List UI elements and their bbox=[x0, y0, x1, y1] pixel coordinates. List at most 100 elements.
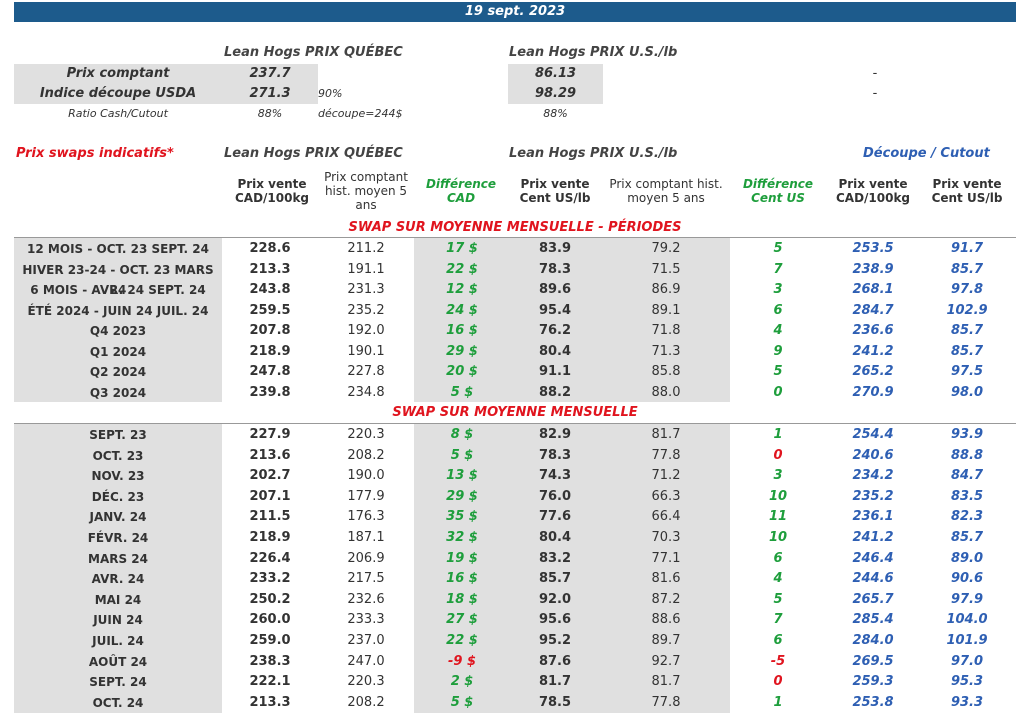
row-label: 6 MOIS - AVR. 24 SEPT. 24 bbox=[30, 283, 206, 297]
row-cutout-cad: 268.1 bbox=[852, 282, 894, 297]
row-cad-diff: 5 $ bbox=[450, 447, 474, 463]
row-us-price: 82.9 bbox=[538, 427, 572, 442]
spot-row-us: 88% bbox=[543, 107, 568, 120]
row-us-hist: 89.1 bbox=[651, 302, 681, 318]
row-label: Q4 2023 bbox=[89, 324, 147, 338]
row-cad-hist: 220.3 bbox=[347, 674, 385, 690]
row-label: Q3 2024 bbox=[89, 385, 147, 400]
row-cad-price: 207.8 bbox=[249, 323, 291, 338]
row-cutout-us: 82.3 bbox=[950, 509, 984, 525]
row-cutout-us: 93.3 bbox=[950, 694, 984, 710]
row-cutout-cad: 259.3 bbox=[852, 674, 894, 690]
row-cutout-us: 97.9 bbox=[950, 591, 984, 607]
row-cad-price: 259.5 bbox=[249, 302, 291, 318]
row-cad-diff: 8 $ bbox=[450, 427, 474, 442]
row-cad-diff: 35 $ bbox=[446, 509, 478, 525]
section-monthly-title: SWAP SUR MOYENNE MENSUELLE bbox=[392, 405, 638, 420]
row-us-price: 85.7 bbox=[538, 571, 572, 587]
row-us-hist: 71.8 bbox=[651, 323, 681, 338]
row-cutout-cad: 246.4 bbox=[852, 550, 894, 566]
row-us-price: 91.1 bbox=[538, 364, 572, 379]
row-cad-hist: 220.3 bbox=[347, 427, 385, 442]
row-cad-diff: 32 $ bbox=[446, 530, 478, 545]
section-periods-title: SWAP SUR MOYENNE MENSUELLE - PÉRIODES bbox=[348, 220, 682, 235]
row-us-diff: 0 bbox=[773, 384, 783, 400]
row-us-diff: 5 bbox=[773, 364, 783, 379]
row-us-diff: -5 bbox=[770, 653, 786, 669]
row-cad-diff: 22 $ bbox=[446, 633, 478, 648]
cutout-header: Découpe / Cutout bbox=[863, 146, 990, 161]
row-cad-hist: 177.9 bbox=[347, 488, 385, 504]
row-cutout-us: 95.3 bbox=[950, 674, 984, 690]
col-header-diff-cad: Différence CAD bbox=[425, 177, 497, 205]
row-us-hist: 79.2 bbox=[651, 241, 681, 256]
row-cad-price: 238.3 bbox=[249, 653, 291, 669]
row-cutout-cad: 265.2 bbox=[852, 364, 894, 379]
row-us-hist: 66.4 bbox=[651, 509, 681, 525]
row-us-diff: 4 bbox=[773, 323, 783, 338]
row-cutout-us: 85.7 bbox=[950, 530, 984, 545]
row-cutout-cad: 241.2 bbox=[852, 530, 894, 545]
section-monthly-divider bbox=[14, 423, 1016, 424]
row-cutout-cad: 241.2 bbox=[852, 343, 894, 359]
row-cutout-us: 97.8 bbox=[950, 282, 984, 297]
row-cad-price: 239.8 bbox=[249, 384, 291, 400]
row-us-diff: 7 bbox=[773, 612, 783, 628]
row-us-hist: 77.1 bbox=[651, 550, 681, 566]
row-us-diff: 0 bbox=[773, 674, 783, 690]
swaps-us-header: Lean Hogs PRIX U.S./lb bbox=[509, 146, 678, 161]
row-label: NOV. 23 bbox=[91, 469, 145, 484]
row-us-diff: 5 bbox=[773, 241, 783, 256]
row-cad-hist: 192.0 bbox=[347, 323, 385, 338]
row-cutout-cad: 285.4 bbox=[852, 612, 894, 628]
swaps-quebec-header: Lean Hogs PRIX QUÉBEC bbox=[224, 146, 403, 161]
row-cad-diff: 27 $ bbox=[446, 612, 478, 628]
row-us-price: 88.2 bbox=[538, 384, 572, 400]
row-label: Q1 2024 bbox=[89, 344, 147, 359]
spot-row-label: Prix comptant bbox=[66, 66, 170, 81]
row-cad-price: 218.9 bbox=[249, 530, 291, 545]
row-cutout-us: 93.9 bbox=[950, 427, 984, 442]
row-cad-diff: 16 $ bbox=[446, 571, 478, 587]
row-us-hist: 81.6 bbox=[651, 571, 681, 587]
row-cutout-us: 101.9 bbox=[946, 633, 988, 648]
row-us-diff: 9 bbox=[773, 343, 783, 359]
col-header-us: Prix vente Cent US/lb bbox=[519, 177, 591, 205]
row-label: JANV. 24 bbox=[89, 510, 147, 525]
row-us-hist: 87.2 bbox=[651, 591, 681, 607]
row-cad-hist: 208.2 bbox=[347, 694, 385, 710]
row-us-hist: 71.5 bbox=[651, 261, 681, 277]
row-us-diff: 10 bbox=[768, 530, 788, 545]
row-cad-hist: 190.1 bbox=[347, 343, 385, 359]
row-us-price: 80.4 bbox=[538, 530, 572, 545]
spot-quebec-header: Lean Hogs PRIX QUÉBEC bbox=[224, 45, 403, 60]
row-cutout-us: 90.6 bbox=[950, 571, 984, 587]
row-cutout-us: 102.9 bbox=[946, 302, 988, 318]
row-cad-hist: 237.0 bbox=[347, 633, 385, 648]
row-cutout-cad: 269.5 bbox=[852, 653, 894, 669]
row-cad-hist: 187.1 bbox=[347, 530, 385, 545]
row-cutout-cad: 240.6 bbox=[852, 447, 894, 463]
row-cutout-us: 83.5 bbox=[950, 488, 984, 504]
row-cutout-cad: 254.4 bbox=[852, 427, 894, 442]
row-us-price: 83.2 bbox=[538, 550, 572, 566]
row-cad-hist: 235.2 bbox=[347, 302, 385, 318]
row-cutout-us: 85.7 bbox=[950, 343, 984, 359]
row-us-hist: 66.3 bbox=[651, 488, 681, 504]
row-cad-price: 233.2 bbox=[249, 571, 291, 587]
row-cad-diff: 18 $ bbox=[446, 591, 478, 607]
row-us-diff: 0 bbox=[773, 447, 783, 463]
row-us-price: 78.5 bbox=[538, 694, 572, 710]
col-header-cutout-cad: Prix vente CAD/100kg bbox=[835, 177, 911, 205]
row-cad-diff: 5 $ bbox=[450, 694, 474, 710]
spot-row-quebec: 237.7 bbox=[249, 66, 291, 81]
spot-grey-band bbox=[14, 64, 318, 104]
spot-row-note: 90% découpe=244$ bbox=[318, 87, 403, 120]
row-us-price: 78.3 bbox=[538, 261, 572, 277]
row-cad-diff: 17 $ bbox=[446, 241, 478, 256]
row-label: SEPT. 23 bbox=[89, 428, 147, 442]
row-cutout-us: 89.0 bbox=[950, 550, 984, 566]
row-cad-price: 228.6 bbox=[249, 241, 291, 256]
row-us-diff: 6 bbox=[773, 633, 783, 648]
row-label: 12 MOIS - OCT. 23 SEPT. 24 bbox=[27, 242, 209, 256]
